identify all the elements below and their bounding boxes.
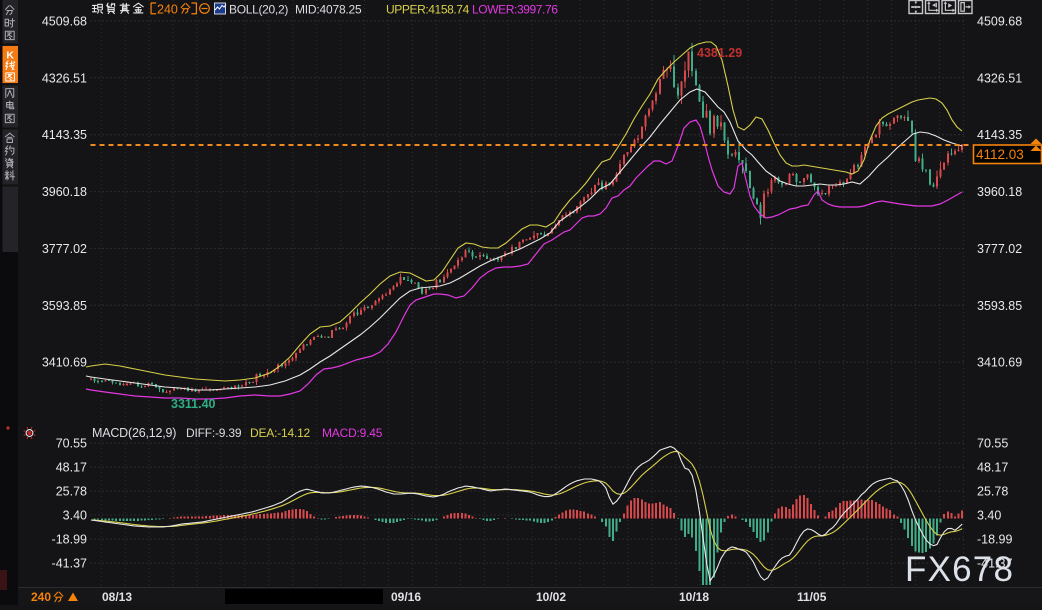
svg-text:-41.37: -41.37 — [52, 557, 87, 571]
svg-text:10/18: 10/18 — [679, 590, 709, 604]
svg-text:K: K — [6, 50, 14, 62]
svg-text:11/05: 11/05 — [797, 590, 827, 604]
svg-text:3410.69: 3410.69 — [977, 356, 1022, 370]
svg-text:3960.18: 3960.18 — [977, 185, 1022, 199]
svg-text:MACD:9.45: MACD:9.45 — [322, 426, 383, 440]
svg-text:240: 240 — [31, 590, 51, 604]
svg-text:-18.99: -18.99 — [52, 533, 87, 547]
svg-text:08/13: 08/13 — [102, 590, 132, 604]
svg-text:25.78: 25.78 — [977, 485, 1008, 499]
svg-text:3777.02: 3777.02 — [42, 242, 87, 256]
svg-text:-18.99: -18.99 — [977, 533, 1012, 547]
svg-text:25.78: 25.78 — [56, 485, 87, 499]
svg-text:4509.68: 4509.68 — [977, 15, 1022, 29]
svg-text:3311.40: 3311.40 — [171, 397, 216, 411]
svg-text:3410.69: 3410.69 — [42, 356, 87, 370]
svg-text:4112.03: 4112.03 — [976, 147, 1024, 162]
svg-text:3593.85: 3593.85 — [977, 299, 1022, 313]
svg-text:LOWER:3997.76: LOWER:3997.76 — [472, 3, 558, 17]
svg-text:3.40: 3.40 — [63, 509, 87, 523]
svg-text:48.17: 48.17 — [56, 461, 87, 475]
svg-text:09/16: 09/16 — [391, 590, 421, 604]
svg-text:UPPER:4158.74: UPPER:4158.74 — [386, 3, 470, 17]
svg-text:3960.18: 3960.18 — [42, 185, 87, 199]
svg-text:3593.85: 3593.85 — [42, 299, 87, 313]
svg-text:4381.29: 4381.29 — [697, 46, 742, 60]
svg-text:DEA:-14.12: DEA:-14.12 — [250, 426, 311, 440]
svg-text:10/02: 10/02 — [536, 590, 566, 604]
svg-text:240: 240 — [157, 3, 178, 17]
svg-text:4326.51: 4326.51 — [42, 71, 87, 85]
svg-text:48.17: 48.17 — [977, 461, 1008, 475]
svg-text:70.55: 70.55 — [977, 437, 1008, 451]
svg-text:3.40: 3.40 — [977, 509, 1001, 523]
svg-text:4143.35: 4143.35 — [977, 128, 1022, 142]
svg-text:MID:4078.25: MID:4078.25 — [295, 3, 362, 17]
svg-text:3777.02: 3777.02 — [977, 242, 1022, 256]
svg-text:4326.51: 4326.51 — [977, 71, 1022, 85]
svg-text:BOLL(20,2): BOLL(20,2) — [229, 3, 288, 17]
svg-text:4509.68: 4509.68 — [42, 15, 87, 29]
svg-text:70.55: 70.55 — [56, 437, 87, 451]
svg-text:-41.37: -41.37 — [977, 557, 1012, 571]
svg-text:4143.35: 4143.35 — [42, 128, 87, 142]
svg-text:FX678: FX678 — [905, 550, 1014, 589]
svg-text:MACD(26,12,9): MACD(26,12,9) — [92, 426, 176, 440]
svg-text:DIFF:-9.39: DIFF:-9.39 — [186, 426, 242, 440]
